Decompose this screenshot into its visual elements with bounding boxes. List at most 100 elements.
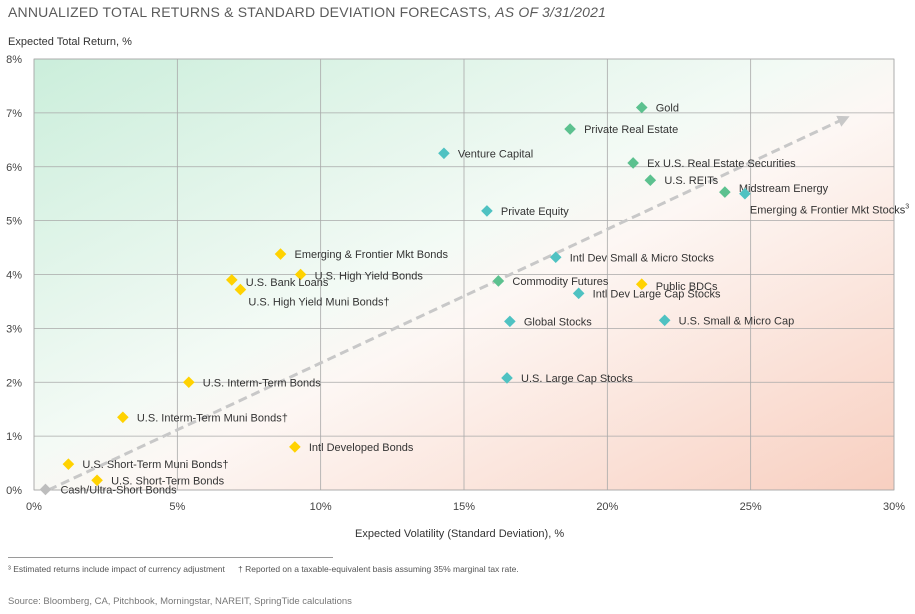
point-marker xyxy=(481,205,493,217)
data-point: Commodity Futures xyxy=(492,275,609,288)
point-label: Emerging & Frontier Mkt Bonds xyxy=(295,249,449,261)
point-label: U.S. High Yield Muni Bonds† xyxy=(248,297,389,309)
point-marker xyxy=(635,101,648,114)
data-point: Intl Developed Bonds xyxy=(289,441,414,454)
point-label: Midstream Energy xyxy=(739,183,829,195)
data-point: Intl Dev Small & Micro Stocks xyxy=(549,251,715,264)
data-point: Gold xyxy=(635,101,679,114)
point-label: Cash/Ultra-Short Bonds xyxy=(60,484,177,496)
data-point: U.S. Short-Term Muni Bonds† xyxy=(62,458,229,471)
title-date: AS OF 3/31/2021 xyxy=(495,4,607,20)
data-point: Public BDCs xyxy=(635,278,718,293)
point-label: Emerging & Frontier Mkt Stocks3 xyxy=(750,204,909,217)
data-point: Private Real Estate xyxy=(564,123,678,136)
point-marker xyxy=(294,268,307,281)
point-marker xyxy=(289,441,301,453)
data-point: U.S. Interm-Term Bonds xyxy=(183,376,321,389)
trend-arrow xyxy=(47,115,850,492)
point-label: Venture Capital xyxy=(458,148,533,160)
x-axis-label: Expected Volatility (Standard Deviation)… xyxy=(355,528,565,540)
data-point: Emerging & Frontier Mkt Stocks3 xyxy=(739,187,909,217)
y-tick-label: 5% xyxy=(6,216,22,228)
point-label: Commodity Futures xyxy=(512,276,608,288)
data-point: Intl Dev Large Cap Stocks xyxy=(572,287,721,300)
x-tick-label: 10% xyxy=(310,501,332,513)
point-label: U.S. Short-Term Bonds xyxy=(111,475,225,487)
point-label: U.S. Small & Micro Cap xyxy=(679,315,795,327)
axes: 0% 5% 10% 15% 20% 25% 30% 0% 1% 2% 3% 4% 5% 6% 7% 8% xyxy=(6,54,905,513)
title-main: ANNUALIZED TOTAL RETURNS & STANDARD DEVI… xyxy=(8,4,496,20)
x-tick-label: 20% xyxy=(596,501,618,513)
point-label: Private Equity xyxy=(501,206,569,218)
point-marker xyxy=(226,274,238,286)
source-note: Source: Bloomberg, CA, Pitchbook, Mornin… xyxy=(8,596,352,607)
plot-border xyxy=(33,58,895,491)
point-marker xyxy=(739,187,751,200)
x-tick-label: 5% xyxy=(169,501,185,513)
data-point: Cash/Ultra-Short Bonds xyxy=(39,483,177,496)
point-label: U.S. Short-Term Muni Bonds† xyxy=(82,459,228,471)
point-label: U.S. Large Cap Stocks xyxy=(521,373,633,385)
point-marker xyxy=(234,283,247,296)
y-tick-label: 6% xyxy=(6,162,22,174)
grid xyxy=(33,58,895,491)
point-marker xyxy=(635,278,648,290)
point-marker xyxy=(492,275,505,287)
y-axis-label: Expected Total Return, % xyxy=(8,36,132,48)
y-tick-label: 2% xyxy=(6,377,22,389)
point-label: Public BDCs xyxy=(656,281,718,293)
point-marker xyxy=(91,474,103,487)
point-label: U.S. REITs xyxy=(664,175,718,187)
data-point: Midstream Energy xyxy=(719,183,829,198)
y-tick-label: 0% xyxy=(6,485,22,497)
point-marker xyxy=(438,147,450,160)
point-label: U.S. Interm-Term Muni Bonds† xyxy=(137,412,288,424)
point-label: Intl Dev Small & Micro Stocks xyxy=(570,252,715,264)
data-point: U.S. Short-Term Bonds xyxy=(91,474,225,487)
chart-title: ANNUALIZED TOTAL RETURNS & STANDARD DEVI… xyxy=(8,4,606,20)
point-marker xyxy=(644,174,657,187)
footnote-estimated: ³ Estimated returns include impact of cu… xyxy=(8,564,225,574)
point-marker xyxy=(549,251,562,264)
point-marker xyxy=(627,157,639,169)
scatter-chart: 0% 5% 10% 15% 20% 25% 30% 0% 1% 2% 3% 4% 5% 6% 7% 8% Go… xyxy=(6,54,909,513)
point-marker xyxy=(564,123,576,135)
point-marker xyxy=(39,483,52,496)
point-label: Private Real Estate xyxy=(584,124,678,136)
point-label: Intl Developed Bonds xyxy=(309,442,414,454)
point-label: Ex U.S. Real Estate Securities xyxy=(647,158,796,170)
point-marker xyxy=(183,376,195,389)
data-point: U.S. High Yield Bonds xyxy=(294,268,423,283)
data-point: U.S. Small & Micro Cap xyxy=(658,314,795,327)
point-label: Global Stocks xyxy=(524,316,592,328)
point-marker xyxy=(62,458,75,470)
data-point: Venture Capital xyxy=(438,147,533,160)
data-point: U.S. High Yield Muni Bonds† xyxy=(234,283,390,309)
point-marker xyxy=(572,287,585,300)
point-label-superscript: 3 xyxy=(905,204,909,211)
y-tick-label: 3% xyxy=(6,323,22,335)
footnote-divider xyxy=(8,557,333,558)
point-label: U.S. Bank Loans xyxy=(246,277,329,289)
data-point: Emerging & Frontier Mkt Bonds xyxy=(274,248,449,261)
x-tick-label: 25% xyxy=(740,501,762,513)
point-marker xyxy=(719,186,731,198)
point-label: Intl Dev Large Cap Stocks xyxy=(593,288,721,300)
point-marker xyxy=(117,411,129,424)
point-marker xyxy=(658,314,671,327)
y-tick-label: 4% xyxy=(6,270,22,282)
x-tick-label: 30% xyxy=(883,501,905,513)
y-tick-label: 8% xyxy=(6,54,22,66)
y-tick-label: 7% xyxy=(6,108,22,120)
data-point: Ex U.S. Real Estate Securities xyxy=(627,157,796,170)
data-point: U.S. Large Cap Stocks xyxy=(501,372,633,385)
data-point: U.S. REITs xyxy=(644,174,719,187)
data-point: U.S. Bank Loans xyxy=(226,274,329,289)
footnote-taxable: † Reported on a taxable-equivalent basis… xyxy=(238,564,519,574)
point-marker xyxy=(504,315,516,328)
point-marker xyxy=(274,248,287,260)
x-tick-label: 0% xyxy=(26,501,42,513)
x-tick-label: 15% xyxy=(453,501,475,513)
y-tick-label: 1% xyxy=(6,431,22,443)
point-label: U.S. Interm-Term Bonds xyxy=(203,377,321,389)
